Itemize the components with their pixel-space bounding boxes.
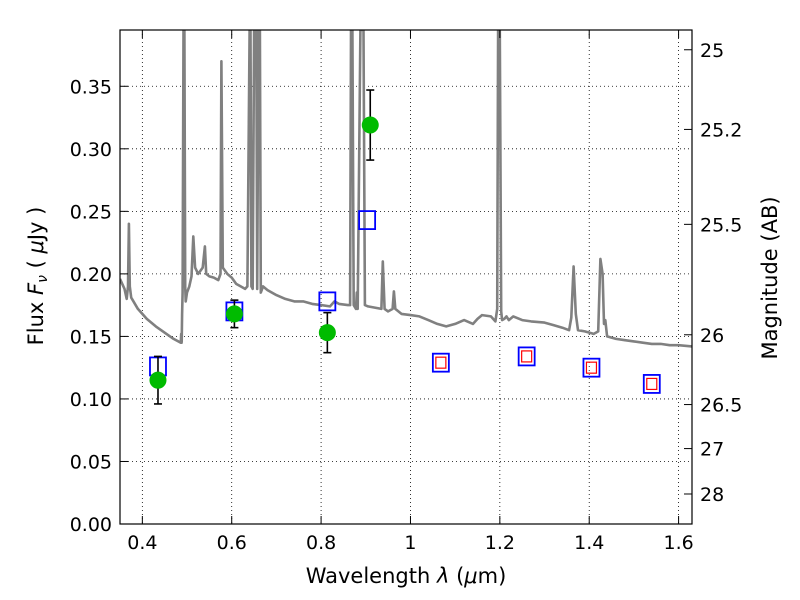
model-photometry-square — [431, 352, 450, 373]
x-tick-label: 1.2 — [485, 532, 515, 554]
model-photometry-square — [318, 291, 337, 312]
y2-tick-label: 28 — [700, 484, 724, 506]
axis-ticks: 0.4 0.6 0.8 1 1.2 1.4 1.6 0.00 0.05 0.10 0.15 0.20 0… — [70, 30, 742, 554]
y-tick-label: 0.15 — [70, 326, 112, 348]
model-photometry-square — [582, 357, 601, 378]
y-axis-label: Flux Fν ( μJy ) — [24, 207, 51, 346]
model-photometry-square — [358, 210, 377, 230]
y-tick-label: 0.00 — [70, 514, 112, 536]
spectrum-line — [120, 30, 692, 348]
x-tick-label: 0.8 — [306, 532, 336, 554]
y2-axis-label: Magnitude (AB) — [758, 196, 782, 359]
observed-point — [225, 305, 243, 323]
photometry-points — [149, 89, 661, 405]
model-photometry-inner-square — [646, 377, 658, 391]
y-tick-label: 0.10 — [70, 389, 112, 411]
model-photometry-inner-square — [521, 350, 533, 363]
plot-frame — [119, 29, 693, 525]
y2-tick-label: 25.5 — [700, 214, 742, 236]
y2-tick-label: 26 — [700, 325, 724, 347]
grid — [120, 30, 692, 524]
model-photometry-inner-square — [435, 356, 447, 369]
y-tick-label: 0.30 — [70, 139, 112, 161]
observed-point — [361, 116, 379, 134]
observed-point — [318, 324, 336, 342]
y2-tick-label: 27 — [700, 439, 724, 461]
x-tick-label: 0.6 — [217, 532, 247, 554]
model-photometry-square — [642, 374, 661, 394]
y2-tick-label: 26.5 — [700, 395, 742, 417]
x-axis-label: Wavelength λ (μm) — [306, 564, 507, 588]
y-tick-label: 0.25 — [70, 201, 112, 223]
observed-point — [149, 371, 167, 389]
model-photometry-square — [517, 346, 536, 367]
y2-tick-label: 25.2 — [700, 119, 742, 141]
y-tick-label: 0.20 — [70, 264, 112, 286]
axes-frame — [119, 29, 693, 525]
x-tick-label: 1.6 — [663, 532, 693, 554]
y-tick-label: 0.35 — [70, 76, 112, 98]
x-tick-label: 0.4 — [127, 532, 157, 554]
model-spectrum — [120, 30, 692, 348]
y2-tick-label: 25 — [700, 40, 724, 62]
y-tick-label: 0.05 — [70, 451, 112, 473]
x-tick-label: 1 — [404, 532, 416, 554]
model-photometry-inner-square — [585, 361, 598, 374]
x-tick-label: 1.4 — [574, 532, 604, 554]
